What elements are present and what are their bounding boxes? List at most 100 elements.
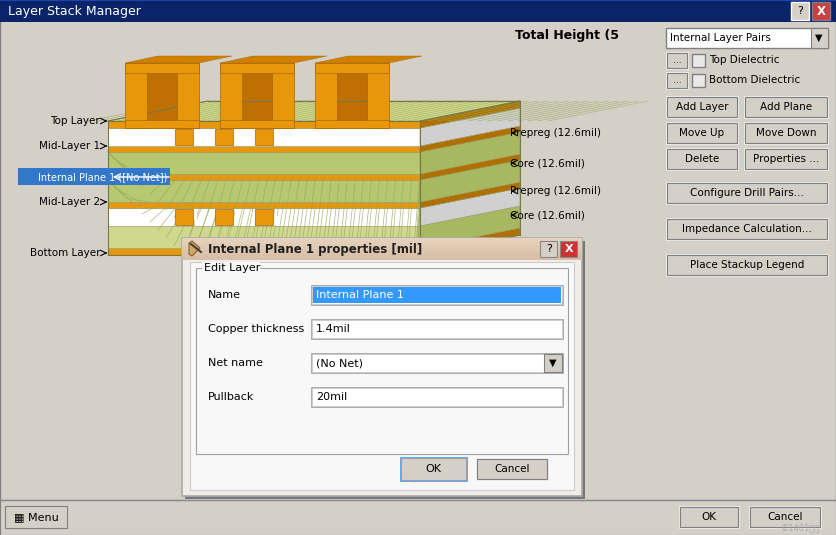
FancyBboxPatch shape [311, 285, 563, 305]
Text: ▦ Menu: ▦ Menu [14, 512, 59, 522]
FancyBboxPatch shape [666, 254, 828, 276]
FancyBboxPatch shape [692, 74, 705, 87]
Text: Total Height (5: Total Height (5 [515, 28, 619, 42]
Text: Layer Stack Manager: Layer Stack Manager [8, 4, 141, 18]
FancyBboxPatch shape [401, 458, 466, 480]
FancyBboxPatch shape [312, 388, 562, 406]
FancyBboxPatch shape [477, 459, 547, 479]
Polygon shape [175, 209, 193, 225]
Text: Copper thickness: Copper thickness [208, 324, 304, 334]
Text: Top Layer: Top Layer [50, 116, 100, 126]
FancyBboxPatch shape [667, 255, 827, 275]
FancyBboxPatch shape [692, 54, 705, 67]
Polygon shape [108, 180, 420, 202]
Polygon shape [215, 129, 233, 145]
Polygon shape [215, 209, 233, 225]
FancyBboxPatch shape [182, 238, 582, 496]
FancyBboxPatch shape [744, 148, 828, 170]
Text: Bottom Dielectric: Bottom Dielectric [709, 75, 800, 85]
Polygon shape [235, 129, 237, 145]
Polygon shape [220, 63, 294, 73]
FancyBboxPatch shape [182, 238, 582, 239]
Text: Core (12.6mil): Core (12.6mil) [510, 158, 585, 168]
FancyBboxPatch shape [667, 183, 827, 203]
Text: Internal Plane 1 properties [mil]: Internal Plane 1 properties [mil] [208, 242, 422, 256]
Text: ©1401真系: ©1401真系 [781, 524, 820, 532]
Polygon shape [189, 241, 200, 256]
Polygon shape [220, 63, 242, 128]
Text: Cancel: Cancel [767, 512, 803, 522]
Text: 1.4mil: 1.4mil [316, 324, 351, 334]
Polygon shape [175, 129, 193, 145]
FancyBboxPatch shape [312, 320, 562, 338]
Text: Prepreg (12.6mil): Prepreg (12.6mil) [510, 128, 601, 138]
Polygon shape [195, 209, 197, 225]
Polygon shape [315, 63, 337, 128]
Polygon shape [125, 63, 147, 128]
Polygon shape [108, 208, 420, 226]
FancyBboxPatch shape [666, 148, 738, 170]
Text: Internal Plane 1: Internal Plane 1 [316, 290, 404, 300]
FancyBboxPatch shape [744, 122, 828, 144]
FancyBboxPatch shape [680, 507, 738, 527]
FancyBboxPatch shape [400, 457, 467, 481]
FancyBboxPatch shape [182, 244, 582, 245]
Polygon shape [220, 56, 327, 63]
FancyBboxPatch shape [182, 254, 582, 255]
FancyBboxPatch shape [666, 122, 738, 144]
Text: Mid-Layer 2: Mid-Layer 2 [39, 197, 100, 207]
Polygon shape [367, 63, 389, 128]
Text: Top Dielectric: Top Dielectric [709, 55, 779, 65]
Text: (No Net): (No Net) [316, 358, 363, 368]
FancyBboxPatch shape [476, 458, 548, 480]
FancyBboxPatch shape [182, 246, 582, 247]
Polygon shape [275, 129, 277, 145]
Text: X: X [817, 4, 825, 18]
Polygon shape [108, 226, 420, 248]
Text: Delete: Delete [685, 154, 719, 164]
FancyBboxPatch shape [666, 28, 828, 48]
Text: Internal Layer Pairs: Internal Layer Pairs [670, 33, 771, 43]
Text: Edit Layer: Edit Layer [204, 263, 260, 273]
FancyBboxPatch shape [812, 2, 830, 20]
FancyBboxPatch shape [182, 257, 582, 258]
FancyBboxPatch shape [667, 97, 737, 117]
Text: 20mil: 20mil [316, 392, 347, 402]
FancyBboxPatch shape [311, 387, 563, 407]
Polygon shape [220, 120, 294, 128]
FancyBboxPatch shape [679, 506, 739, 528]
FancyBboxPatch shape [745, 149, 827, 169]
Polygon shape [420, 154, 520, 180]
FancyBboxPatch shape [667, 219, 827, 239]
FancyBboxPatch shape [313, 287, 561, 303]
Text: Prepreg (12.6mil): Prepreg (12.6mil) [510, 186, 601, 196]
FancyBboxPatch shape [311, 319, 563, 339]
Text: Net name: Net name [208, 358, 263, 368]
FancyBboxPatch shape [190, 262, 574, 490]
Polygon shape [420, 126, 520, 152]
FancyBboxPatch shape [750, 507, 820, 527]
Polygon shape [420, 132, 520, 174]
Polygon shape [125, 56, 232, 63]
FancyBboxPatch shape [182, 243, 582, 244]
FancyBboxPatch shape [182, 247, 582, 248]
FancyBboxPatch shape [18, 168, 170, 185]
Text: Properties ...: Properties ... [752, 154, 819, 164]
Text: Bottom Layer: Bottom Layer [29, 248, 100, 258]
FancyBboxPatch shape [744, 96, 828, 118]
Polygon shape [108, 202, 420, 208]
FancyBboxPatch shape [5, 506, 67, 528]
FancyBboxPatch shape [666, 96, 738, 118]
Text: Name: Name [208, 290, 241, 300]
FancyBboxPatch shape [182, 242, 582, 243]
Text: OK: OK [701, 512, 716, 522]
Text: ▼: ▼ [815, 33, 823, 43]
FancyBboxPatch shape [185, 241, 585, 499]
FancyBboxPatch shape [667, 73, 687, 88]
FancyBboxPatch shape [182, 259, 582, 260]
Polygon shape [108, 128, 420, 146]
FancyBboxPatch shape [540, 241, 557, 257]
FancyBboxPatch shape [666, 182, 828, 204]
Polygon shape [420, 108, 520, 146]
FancyBboxPatch shape [749, 506, 821, 528]
